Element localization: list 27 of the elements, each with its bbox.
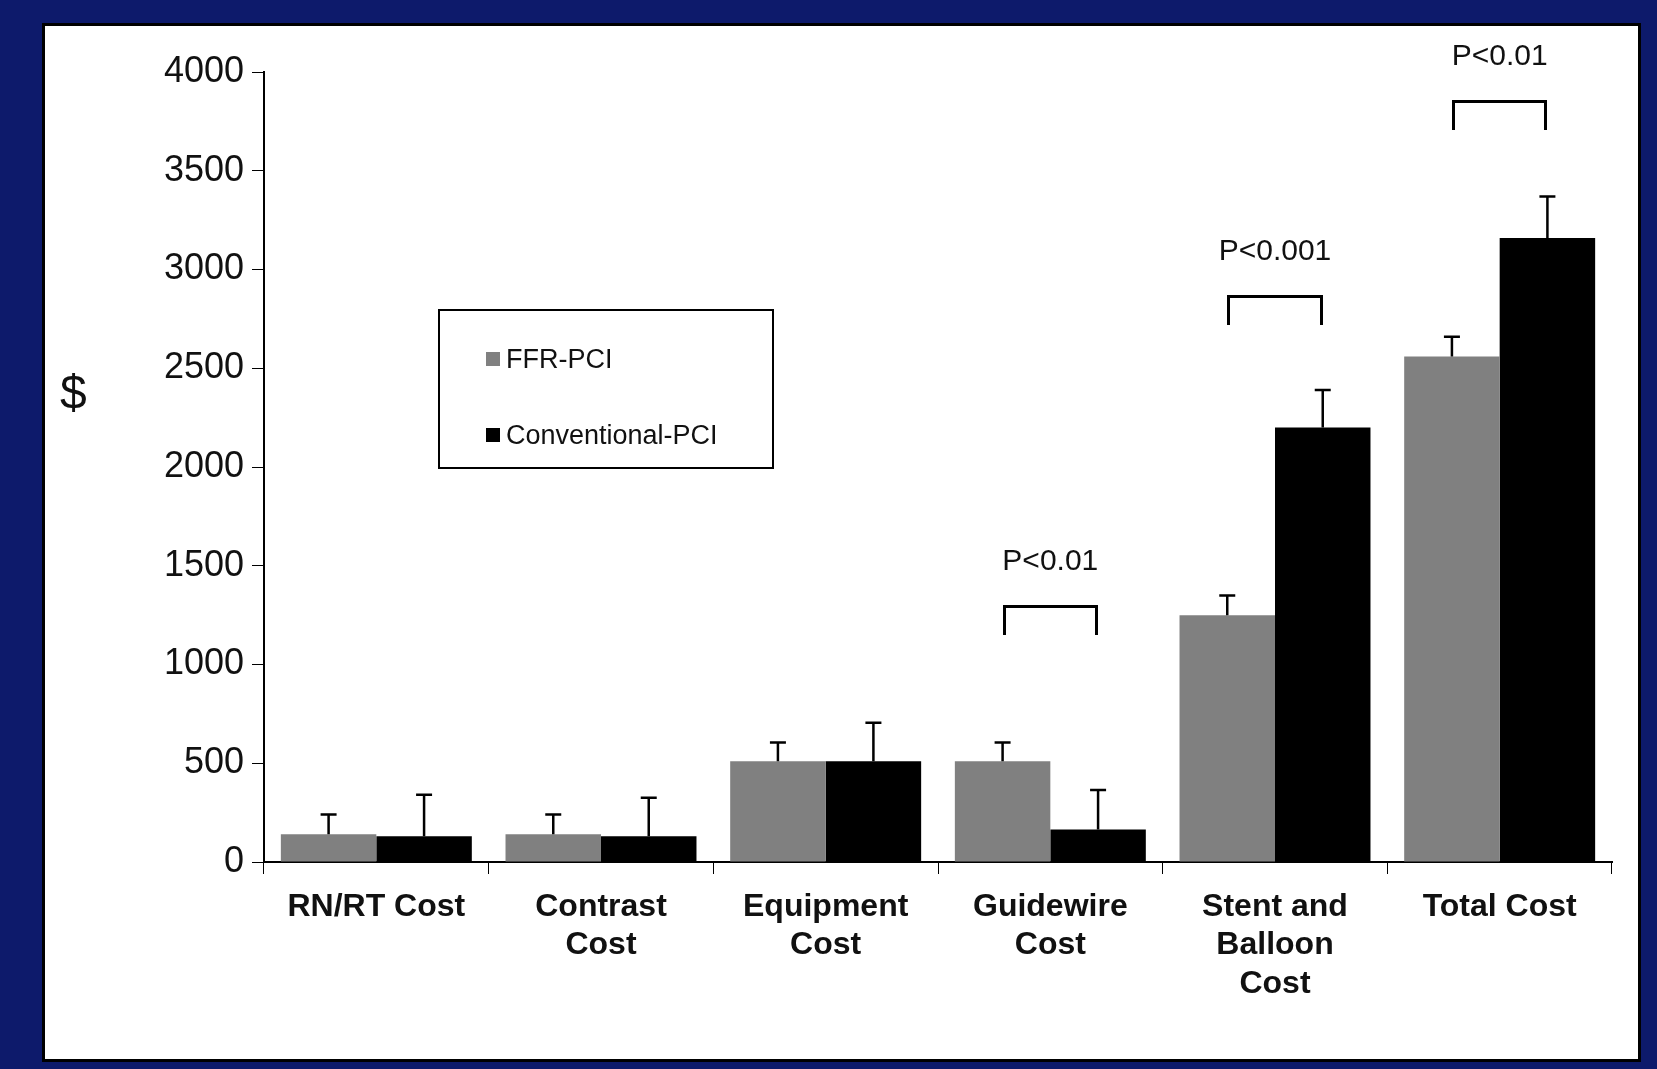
- y-tick-label: 0: [223, 838, 244, 880]
- bar: [280, 834, 377, 862]
- legend-label: FFR-PCI: [506, 343, 613, 375]
- bar: [1179, 615, 1275, 862]
- bar: [505, 834, 601, 862]
- legend-label: Conventional-PCI: [506, 419, 718, 451]
- y-tick-label: 3000: [163, 246, 244, 288]
- bar: [1404, 356, 1500, 862]
- x-tick-label: Guidewire Cost: [972, 887, 1128, 962]
- x-tick-label: Equipment Cost: [743, 887, 909, 962]
- y-tick-label: 3500: [163, 147, 244, 189]
- annotation: P<0.001: [1217, 233, 1333, 267]
- bar: [730, 761, 826, 862]
- x-tick-label: RN/RT Cost: [287, 887, 466, 924]
- y-tick-label: 1500: [163, 542, 244, 584]
- annotation: P<0.01: [1001, 543, 1100, 577]
- x-tick-label: Total Cost: [1422, 887, 1578, 924]
- y-axis-title: $: [60, 365, 87, 420]
- y-tick-label: 2000: [163, 443, 244, 485]
- x-tick-label: Contrast Cost: [535, 887, 668, 962]
- x-tick-label: Stent and Balloon Cost: [1202, 887, 1348, 1000]
- y-tick-label: 1000: [163, 641, 244, 683]
- y-tick-label: 2500: [163, 345, 244, 387]
- bar: [954, 761, 1051, 862]
- y-tick-label: 4000: [163, 48, 244, 90]
- text: P<0.01: [1450, 38, 1549, 72]
- y-tick-label: 500: [183, 740, 244, 782]
